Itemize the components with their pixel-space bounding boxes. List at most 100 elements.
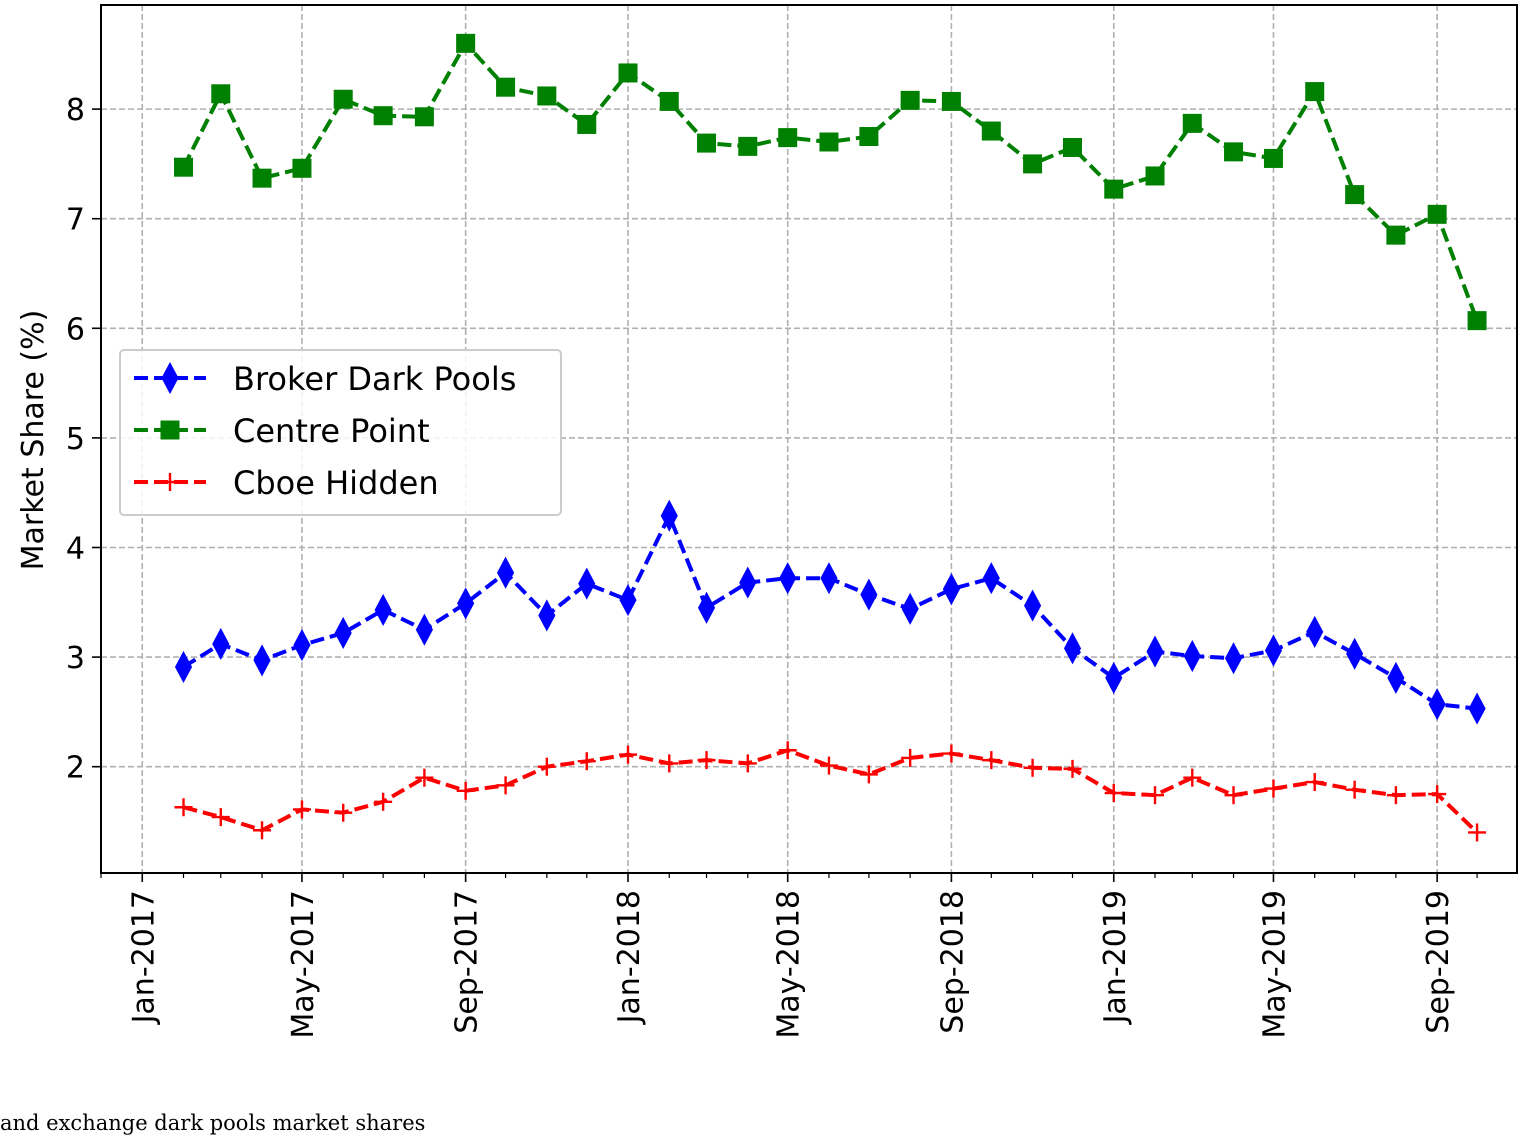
- data-point: [538, 599, 556, 632]
- data-point: [901, 748, 920, 767]
- data-point: [738, 754, 757, 773]
- x-tick-label: Jan-2019: [1098, 890, 1133, 1025]
- data-point: [982, 751, 1001, 770]
- data-point: [1023, 154, 1043, 174]
- data-point: [1386, 225, 1406, 245]
- x-tick-label: Sep-2018: [935, 890, 970, 1034]
- data-point: [942, 573, 960, 606]
- data-point: [211, 808, 230, 827]
- data-point: [497, 556, 515, 589]
- plot-frame: [100, 4, 1518, 874]
- data-point: [1104, 179, 1124, 199]
- data-point: [415, 768, 434, 787]
- data-point: [1183, 768, 1202, 787]
- data-point: [860, 578, 878, 611]
- data-point: [619, 745, 638, 764]
- data-point: [660, 754, 679, 773]
- data-point: [1183, 639, 1201, 673]
- data-point: [1386, 786, 1405, 805]
- data-point: [659, 91, 679, 111]
- data-point: [779, 562, 797, 595]
- data-point: [1063, 759, 1082, 778]
- data-point: [1224, 142, 1244, 162]
- legend-items: Broker Dark Pools Centre Point Cboe Hidden: [134, 360, 516, 502]
- data-point: [1264, 779, 1283, 798]
- data-point: [1346, 637, 1364, 670]
- data-point: [1145, 166, 1165, 186]
- legend-item: Broker Dark Pools: [134, 360, 516, 398]
- data-point: [1224, 786, 1243, 805]
- data-point: [1182, 113, 1202, 133]
- data-point: [900, 90, 920, 110]
- data-point: [456, 33, 476, 53]
- series-2: [174, 741, 1487, 842]
- data-point: [1263, 148, 1283, 168]
- data-point: [660, 499, 678, 532]
- data-point: [1305, 82, 1325, 102]
- data-point: [1024, 589, 1042, 622]
- data-point: [253, 644, 271, 677]
- legend-label: Centre Point: [233, 412, 430, 450]
- x-tick-label: Jan-2017: [126, 890, 161, 1025]
- y-tick-label: 7: [66, 203, 85, 238]
- y-tick-label: 6: [66, 312, 85, 347]
- data-point: [697, 133, 717, 153]
- legend-marker: [161, 361, 179, 395]
- data-point: [618, 63, 638, 83]
- data-point: [334, 616, 352, 650]
- figure-caption: and exchange dark pools market shares: [0, 1111, 426, 1135]
- data-point: [577, 752, 596, 771]
- data-point: [212, 627, 230, 661]
- data-point: [537, 757, 556, 776]
- data-point: [1428, 785, 1447, 804]
- y-tick-label: 4: [66, 532, 85, 567]
- data-point: [1104, 783, 1123, 802]
- data-point: [578, 567, 596, 600]
- data-point: [253, 821, 272, 840]
- data-point: [174, 650, 193, 684]
- x-tick-label: Jan-2018: [612, 890, 647, 1025]
- data-point: [496, 77, 516, 97]
- data-point: [1063, 632, 1082, 665]
- data-point: [374, 792, 393, 811]
- data-point: [820, 562, 838, 595]
- y-tick-label: 3: [66, 641, 85, 676]
- data-point: [292, 158, 312, 178]
- data-point: [619, 584, 637, 617]
- legend: Broker Dark Pools Centre Point Cboe Hidden: [119, 349, 562, 516]
- data-point: [1146, 635, 1164, 668]
- data-point: [292, 800, 311, 819]
- legend-box: [119, 349, 562, 516]
- data-point: [174, 798, 193, 817]
- y-tick-label: 2: [66, 751, 85, 786]
- data-point: [537, 86, 557, 106]
- data-point: [1264, 634, 1283, 667]
- data-point: [981, 121, 1001, 141]
- data-point: [1428, 688, 1446, 721]
- data-point: [456, 781, 475, 800]
- data-point: [1105, 661, 1123, 694]
- series-line: [181, 41, 1479, 322]
- data-point: [174, 157, 194, 177]
- data-point: [1224, 642, 1243, 675]
- data-point: [738, 136, 758, 156]
- data-point: [211, 84, 231, 104]
- y-tick-label: 8: [66, 93, 85, 128]
- x-tick-label: May-2019: [1257, 890, 1292, 1039]
- data-point: [457, 587, 475, 620]
- data-point: [415, 613, 433, 646]
- x-tick-label: May-2017: [286, 890, 321, 1039]
- legend-item: Centre Point: [134, 412, 430, 450]
- data-point: [577, 114, 597, 134]
- data-point: [1305, 773, 1324, 792]
- data-point: [1427, 204, 1447, 224]
- data-point: [1467, 311, 1487, 331]
- data-point: [778, 128, 798, 148]
- data-point: [1023, 758, 1042, 777]
- data-point: [901, 592, 919, 625]
- legend-label: Broker Dark Pools: [233, 360, 516, 398]
- legend-label: Cboe Hidden: [233, 464, 439, 502]
- data-point: [1387, 661, 1405, 694]
- data-point: [373, 106, 393, 126]
